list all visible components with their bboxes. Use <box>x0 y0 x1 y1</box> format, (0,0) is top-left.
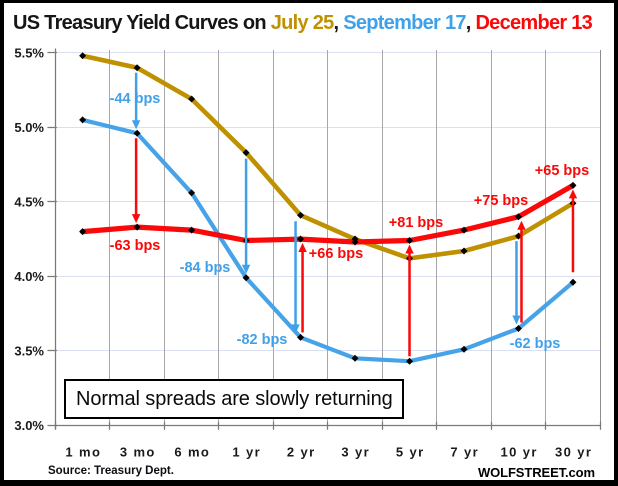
x-axis-label: 7 yr <box>450 445 479 460</box>
annotation-plusminus-65-bps: +65 bps <box>535 163 589 273</box>
marker-july-25-1-yr <box>242 149 250 157</box>
watermark-wolfstreet: WOLFSTREET.com <box>477 464 595 480</box>
annotation-arrow-head <box>298 243 307 253</box>
annotation-minus-82-bps: -82 bps <box>237 221 300 348</box>
annotation-arrow-head <box>517 220 526 230</box>
y-axis-label: 4.5% <box>14 195 44 210</box>
annotation-arrow-head <box>131 120 141 130</box>
marker-december-13-7-yr <box>460 226 468 234</box>
marker-september-17-10-yr <box>514 324 522 332</box>
series-december-13 <box>79 182 576 245</box>
series-line-september-17 <box>80 117 576 364</box>
annotation-minus-63-bps: -63 bps <box>110 138 161 254</box>
annotation-label-plusminus-66-bps: +66 bps <box>309 246 363 262</box>
annotation-plusminus-66-bps: +66 bps <box>298 243 363 333</box>
y-axis-labels: 5.5% 5.0% 4.5% 4.0% 3.5% 3.0% <box>14 46 44 434</box>
marker-december-13-3-yr <box>351 238 359 246</box>
x-axis-label: 6 mo <box>174 445 210 460</box>
annotation-arrow-head <box>131 214 141 224</box>
marker-july-25-3-mo <box>133 64 141 72</box>
annotation-minus-84-bps: -84 bps <box>180 158 251 276</box>
chart-title: US Treasury Yield Curves on July 25, Sep… <box>13 12 593 35</box>
annotation-label-minus-62-bps: -62 bps <box>510 336 561 352</box>
annotation-plusminus-81-bps: +81 bps <box>389 215 443 357</box>
x-axis-label: 10 yr <box>500 445 537 460</box>
annotation-arrow-head <box>568 189 578 199</box>
series-line-december-13 <box>79 182 576 245</box>
annotation-plusminus-75-bps: +75 bps <box>474 193 528 323</box>
marker-december-13-3-mo <box>133 223 141 231</box>
marker-september-17-2-yr <box>297 333 305 341</box>
x-axis-label: 1 yr <box>232 445 261 460</box>
marker-july-25-6-mo <box>188 95 196 103</box>
annotation-arrow-head <box>291 324 300 334</box>
y-axis-label: 4.0% <box>14 269 44 284</box>
marker-september-17-3-mo <box>133 129 141 137</box>
annotation-label-plusminus-81-bps: +81 bps <box>389 215 443 231</box>
annotation-minus-62-bps: -62 bps <box>510 241 561 352</box>
x-axis-label: 1 mo <box>65 445 101 460</box>
x-axis-label: 5 yr <box>396 445 425 460</box>
title-separator-0: , <box>333 12 344 34</box>
annotation-arrow-head <box>405 244 414 254</box>
annotation-label-plusminus-75-bps: +75 bps <box>474 193 528 209</box>
marker-september-17-1-mo <box>79 116 87 124</box>
title-date-0: July 25 <box>270 12 335 34</box>
x-axis-label: 30 yr <box>555 445 592 460</box>
annotations: -44 bps -63 bps -84 bps -82 bps +66 bps +81 b… <box>110 72 589 357</box>
marker-september-17-30-yr <box>569 278 577 286</box>
marker-december-13-5-yr <box>406 237 414 245</box>
x-axis-label: 3 yr <box>341 445 370 460</box>
gridlines <box>55 50 601 426</box>
marker-july-25-1-mo <box>79 52 87 60</box>
annotation-label-plusminus-65-bps: +65 bps <box>535 163 589 179</box>
marker-september-17-5-yr <box>406 357 414 365</box>
marker-december-13-30-yr <box>569 181 577 189</box>
note-box-text: Normal spreads are slowly returning <box>76 387 393 410</box>
marker-december-13-10-yr <box>514 213 522 221</box>
series-september-17 <box>80 117 576 364</box>
marker-september-17-3-yr <box>351 354 359 362</box>
marker-july-25-2-yr <box>297 211 305 219</box>
x-axis-labels: 1 mo 3 mo 6 mo 1 yr 2 yr 3 yr 5 yr 7 yr 10 yr 30 … <box>65 445 592 460</box>
annotation-minus-44-bps: -44 bps <box>110 72 160 130</box>
marker-december-13-6-mo <box>188 226 196 234</box>
y-axis-label: 5.5% <box>14 46 44 61</box>
annotation-arrow-head <box>241 264 251 274</box>
marker-september-17-6-mo <box>188 189 196 197</box>
marker-september-17-1-yr <box>242 274 250 282</box>
title-date-2: December 13 <box>475 12 593 34</box>
axes <box>47 48 602 430</box>
annotation-label-minus-82-bps: -82 bps <box>237 332 288 348</box>
annotation-label-minus-63-bps: -63 bps <box>110 238 161 254</box>
y-axis-label: 3.0% <box>14 418 44 433</box>
note-box: Normal spreads are slowly returning <box>64 379 404 419</box>
series-line-july-25 <box>80 53 576 261</box>
series-july-25 <box>80 53 576 261</box>
marker-july-25-7-yr <box>460 247 468 255</box>
title-separator-1: , <box>465 12 476 34</box>
title-date-1: September 17 <box>343 12 466 34</box>
marker-december-13-2-yr <box>297 235 305 243</box>
y-axis-label: 5.0% <box>14 120 44 135</box>
marker-september-17-7-yr <box>460 345 468 353</box>
annotation-label-minus-84-bps: -84 bps <box>180 260 231 276</box>
source-note: Source: Treasury Dept. <box>48 465 174 477</box>
annotation-arrow-head <box>512 315 521 325</box>
y-axis-label: 3.5% <box>14 344 44 359</box>
x-axis-label: 3 mo <box>120 445 156 460</box>
title-prefix: US Treasury Yield Curves on <box>13 12 271 34</box>
data-point-markers <box>79 52 577 365</box>
x-axis-label: 2 yr <box>287 445 316 460</box>
marker-december-13-1-mo <box>79 228 87 236</box>
